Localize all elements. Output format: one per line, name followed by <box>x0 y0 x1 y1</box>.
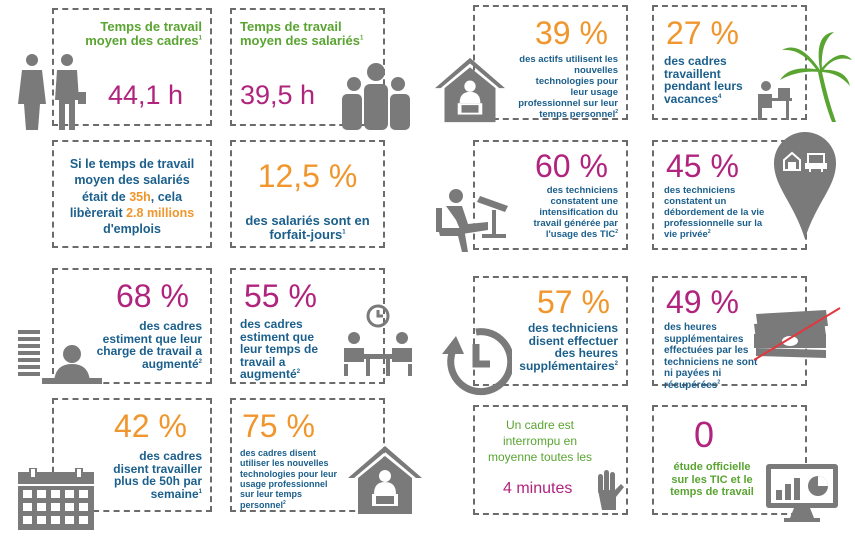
person-laptop-icon <box>432 188 516 254</box>
location-pin-icon <box>772 130 838 240</box>
card-value: 42 % <box>114 408 187 444</box>
hand-icon <box>594 468 624 510</box>
meeting-clock-icon <box>338 304 418 376</box>
card-value: 45 % <box>666 148 739 184</box>
clock-arrow-icon <box>440 326 512 398</box>
card-charge-travail: 68 % des cadres estiment que leur charge… <box>52 268 212 384</box>
card-35h-jobs: Si le temps de travail moyen des salarié… <box>52 140 212 248</box>
card-label: Temps de travail moyen des cadres1 <box>85 19 202 48</box>
card-label: des techniciens constatent une intensifi… <box>533 185 619 240</box>
card-label: des cadres estiment que leur charge de t… <box>96 319 202 371</box>
card-value: 27 % <box>666 15 739 51</box>
card-value: 55 % <box>244 278 317 314</box>
card-label: étude officielle sur les TIC et le temps… <box>670 461 754 499</box>
card-text: Si le temps de travail moyen des salarié… <box>69 157 195 236</box>
card-value: 57 % <box>537 284 610 320</box>
calendar-icon <box>18 468 94 530</box>
person-desk-papers-icon <box>14 326 104 386</box>
card-value: 49 % <box>666 284 739 320</box>
card-label: des techniciens disent effectuer des heu… <box>519 321 618 373</box>
card-label: des cadres disent travailler plus de 50h… <box>113 449 202 501</box>
card-value: 75 % <box>242 408 315 444</box>
card-label: des heures supplémentaires effectuées pa… <box>664 322 758 391</box>
card-value: 39 % <box>535 15 608 51</box>
card-39-actifs-tic: 39 % des actifs utilisent les nouvelles … <box>473 5 628 120</box>
card-60-intensification: 60 % des techniciens constatent une inte… <box>473 140 628 250</box>
card-forfait-jours: 12,5 % des salariés sont en forfait-jour… <box>230 140 385 248</box>
house-laptop-icon <box>432 56 508 124</box>
card-value: 0 <box>694 414 715 455</box>
card-value: 44,1 h <box>108 80 184 110</box>
card-label: des actifs utilisent les nouvelles techn… <box>518 54 618 120</box>
card-value: 68 % <box>116 278 189 314</box>
card-label: des cadres estiment que leur temps de tr… <box>240 317 319 382</box>
card-4-minutes: Un cadre est interrompu en moyenne toute… <box>473 405 628 515</box>
card-75-tic-cadres: 75 % des cadres disent utiliser les nouv… <box>230 398 385 512</box>
card-label: Temps de travail moyen des salariés1 <box>240 19 364 48</box>
card-text: Un cadre est interrompu en moyenne toute… <box>487 418 593 465</box>
card-temps-travail-augmente: 55 % des cadres estiment que leur temps … <box>230 268 385 384</box>
monitor-chart-icon <box>764 462 840 526</box>
house-laptop-icon <box>346 444 424 516</box>
card-label: des cadres travaillent pendant leurs vac… <box>664 54 743 106</box>
card-value: 12,5 % <box>257 158 358 194</box>
two-people-icon <box>12 52 92 132</box>
crossed-money-icon <box>750 306 846 362</box>
palm-laptop-icon <box>748 30 852 124</box>
group-people-icon <box>340 62 412 130</box>
card-cadres-hours: Temps de travail moyen des cadres1 44,1 … <box>52 8 212 126</box>
card-value: 4 minutes <box>503 480 573 497</box>
card-label: des cadres disent utiliser les nouvelles… <box>240 448 338 510</box>
card-value: 39,5 h <box>240 80 316 110</box>
card-label: des salariés sont en forfait-jours1 <box>245 213 370 242</box>
card-label: des techniciens constatent un débordemen… <box>664 185 765 240</box>
card-value: 60 % <box>535 148 608 184</box>
card-57-heures-sup: 57 % des techniciens disent effectuer de… <box>473 276 628 386</box>
